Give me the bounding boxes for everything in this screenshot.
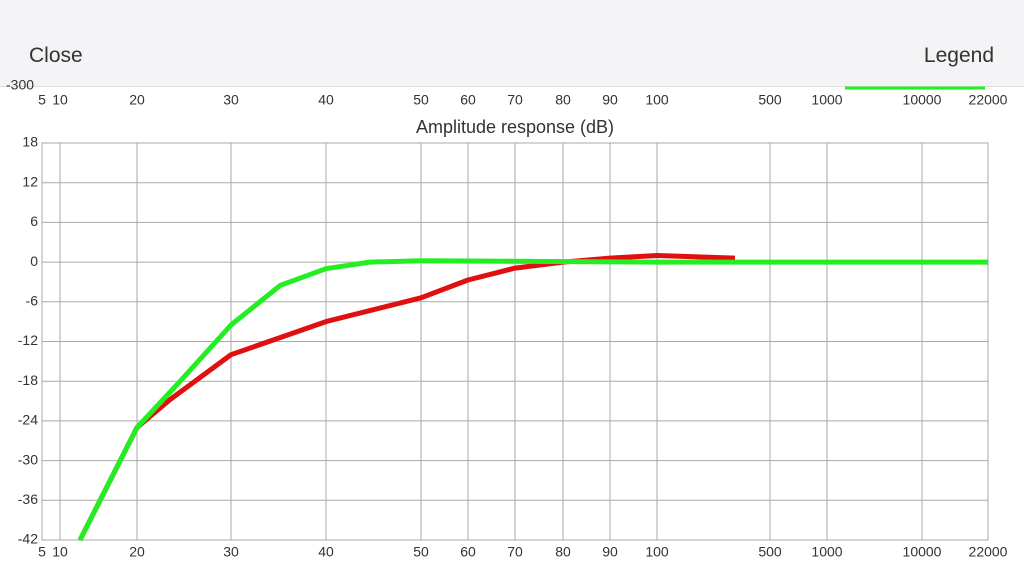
nav-bar: Close Legend bbox=[0, 0, 1024, 87]
x-tick-label: 40 bbox=[318, 544, 334, 560]
top-x-tick-label: 60 bbox=[460, 92, 476, 108]
x-tick-label: 20 bbox=[129, 544, 145, 560]
y-tick-label: 18 bbox=[22, 134, 38, 150]
y-tick-label: -18 bbox=[18, 372, 38, 388]
y-tick-label: -42 bbox=[18, 531, 38, 547]
top-x-tick-label: 50 bbox=[413, 92, 429, 108]
x-tick-label: 10 bbox=[52, 544, 68, 560]
chart-bg bbox=[0, 87, 1024, 576]
y-tick-label: 0 bbox=[30, 253, 38, 269]
top-axis-label: -300 bbox=[6, 77, 34, 93]
top-x-tick-label: 30 bbox=[223, 92, 239, 108]
y-tick-label: 6 bbox=[30, 213, 38, 229]
top-x-tick-label: 80 bbox=[555, 92, 571, 108]
y-tick-label: -30 bbox=[18, 451, 38, 467]
top-x-tick-label: 22000 bbox=[969, 92, 1008, 108]
top-x-tick-label: 5 bbox=[38, 92, 46, 108]
x-tick-label: 10000 bbox=[903, 544, 942, 560]
top-x-tick-label: 500 bbox=[758, 92, 782, 108]
response-line bbox=[77, 258, 988, 542]
x-tick-label: 60 bbox=[460, 544, 476, 560]
top-x-tick-label: 70 bbox=[507, 92, 523, 108]
close-button[interactable]: Close bbox=[29, 44, 83, 67]
x-tick-label: 30 bbox=[223, 544, 239, 560]
x-tick-label: 90 bbox=[602, 544, 618, 560]
chart-title: Amplitude response (dB) bbox=[416, 117, 614, 137]
top-x-tick-label: 10 bbox=[52, 92, 68, 108]
response-line bbox=[77, 253, 736, 542]
y-tick-label: -6 bbox=[26, 293, 39, 309]
y-tick-label: -36 bbox=[18, 491, 38, 507]
y-tick-label: -12 bbox=[18, 332, 38, 348]
x-tick-label: 50 bbox=[413, 544, 429, 560]
top-x-tick-label: 1000 bbox=[811, 92, 842, 108]
top-x-tick-label: 10000 bbox=[903, 92, 942, 108]
x-tick-label: 500 bbox=[758, 544, 782, 560]
top-x-tick-label: 90 bbox=[602, 92, 618, 108]
x-tick-label: 100 bbox=[645, 544, 669, 560]
x-tick-label: 22000 bbox=[969, 544, 1008, 560]
legend-button[interactable]: Legend bbox=[923, 44, 994, 67]
x-tick-label: 5 bbox=[38, 544, 46, 560]
top-x-tick-label: 20 bbox=[129, 92, 145, 108]
x-tick-label: 1000 bbox=[811, 544, 842, 560]
y-tick-label: 12 bbox=[22, 173, 38, 189]
top-x-tick-label: 100 bbox=[645, 92, 669, 108]
x-tick-label: 70 bbox=[507, 544, 523, 560]
top-x-tick-label: 40 bbox=[318, 92, 334, 108]
y-tick-label: -24 bbox=[18, 412, 38, 428]
x-tick-label: 80 bbox=[555, 544, 571, 560]
